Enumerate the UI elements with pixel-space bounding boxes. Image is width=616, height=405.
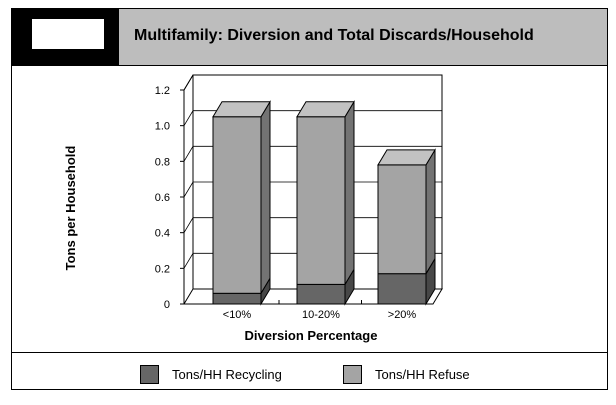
x-axis-label: Diversion Percentage (245, 328, 378, 343)
gridline (183, 181, 442, 198)
legend-item-refuse: Tons/HH Refuse (343, 365, 470, 384)
legend-swatch-refuse (343, 365, 362, 384)
y-tick-label: 0.2 (155, 263, 170, 275)
bar-recycling (377, 273, 427, 305)
gridline (183, 252, 442, 269)
y-axis-label: Tons per Household (63, 146, 78, 271)
gridline (183, 145, 442, 162)
gridline (183, 110, 442, 126)
x-tick-label: >20% (388, 309, 417, 321)
legend-item-recycling: Tons/HH Recycling (140, 365, 282, 384)
x-tick-label: 10-20% (302, 309, 340, 321)
x-tick-label: <10% (223, 309, 252, 321)
y-tick-label: 0.6 (155, 192, 170, 204)
y-tick-label: 0 (164, 299, 170, 311)
legend-divider (12, 352, 607, 353)
bar-refuse (296, 116, 346, 285)
bar-side (425, 148, 436, 276)
y-tick-label: 1.0 (155, 121, 170, 133)
bar-top (377, 149, 436, 166)
y-axis-top (183, 74, 194, 91)
header-blank-box (32, 19, 104, 49)
y-tick-label: 0.8 (155, 156, 170, 168)
header-title-band (119, 9, 607, 65)
bar-top (296, 101, 355, 118)
bar-refuse (212, 116, 262, 294)
legend-label-recycling: Tons/HH Recycling (172, 367, 282, 382)
bar-recycling (212, 292, 262, 305)
bar-refuse (377, 164, 427, 275)
chart-header: Multifamily: Diversion and Total Discard… (12, 9, 607, 66)
legend-swatch-recycling (140, 365, 159, 384)
legend-label-refuse: Tons/HH Refuse (375, 367, 470, 382)
y-tick-label: 1.2 (155, 85, 170, 97)
y-tick-label: 0.4 (155, 228, 170, 240)
bar-side (260, 99, 271, 296)
chart-frame: Multifamily: Diversion and Total Discard… (11, 8, 608, 390)
bar-recycling (296, 283, 346, 305)
gridline (183, 217, 442, 233)
bar-side (344, 99, 355, 287)
header-black-block (12, 9, 119, 65)
chart-title: Multifamily: Diversion and Total Discard… (134, 27, 534, 44)
bar-top (212, 101, 271, 118)
